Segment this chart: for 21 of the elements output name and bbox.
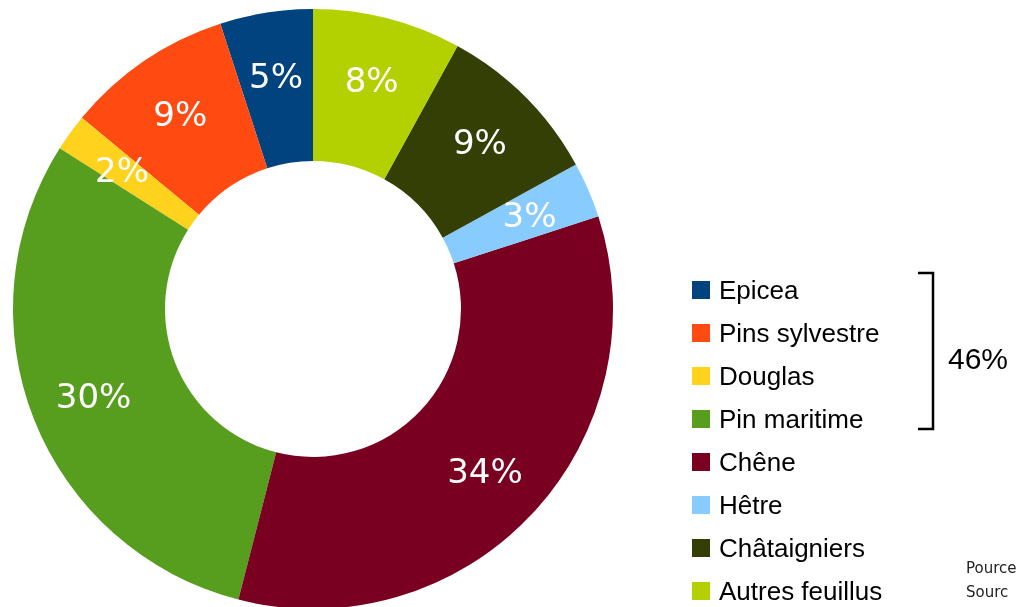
legend-label: Douglas bbox=[719, 361, 815, 391]
legend-label: Pin maritime bbox=[719, 404, 864, 434]
data-label: 9% bbox=[452, 122, 507, 163]
text: Pource bbox=[966, 559, 1017, 577]
legend-label: Châtaigniers bbox=[719, 533, 865, 563]
data-label: 3% bbox=[502, 195, 557, 236]
data-label: 5% bbox=[249, 55, 304, 96]
donut-slice bbox=[220, 9, 313, 169]
data-label: 9% bbox=[153, 93, 208, 134]
legend-label: Hêtre bbox=[719, 490, 783, 520]
text: Sourc bbox=[966, 583, 1009, 601]
legend-label: Autres feuillus bbox=[719, 576, 883, 606]
donut-slice bbox=[13, 148, 277, 600]
data-label: 30% bbox=[55, 375, 132, 416]
data-label: 34% bbox=[447, 450, 523, 491]
legend-label: Chêne bbox=[719, 447, 796, 477]
text: 46% bbox=[948, 341, 1009, 375]
legend-label: Epicea bbox=[719, 275, 800, 305]
donut-slice bbox=[442, 164, 599, 264]
data-label: 8% bbox=[344, 60, 399, 101]
legend-label: Pins sylvestre bbox=[719, 318, 880, 348]
